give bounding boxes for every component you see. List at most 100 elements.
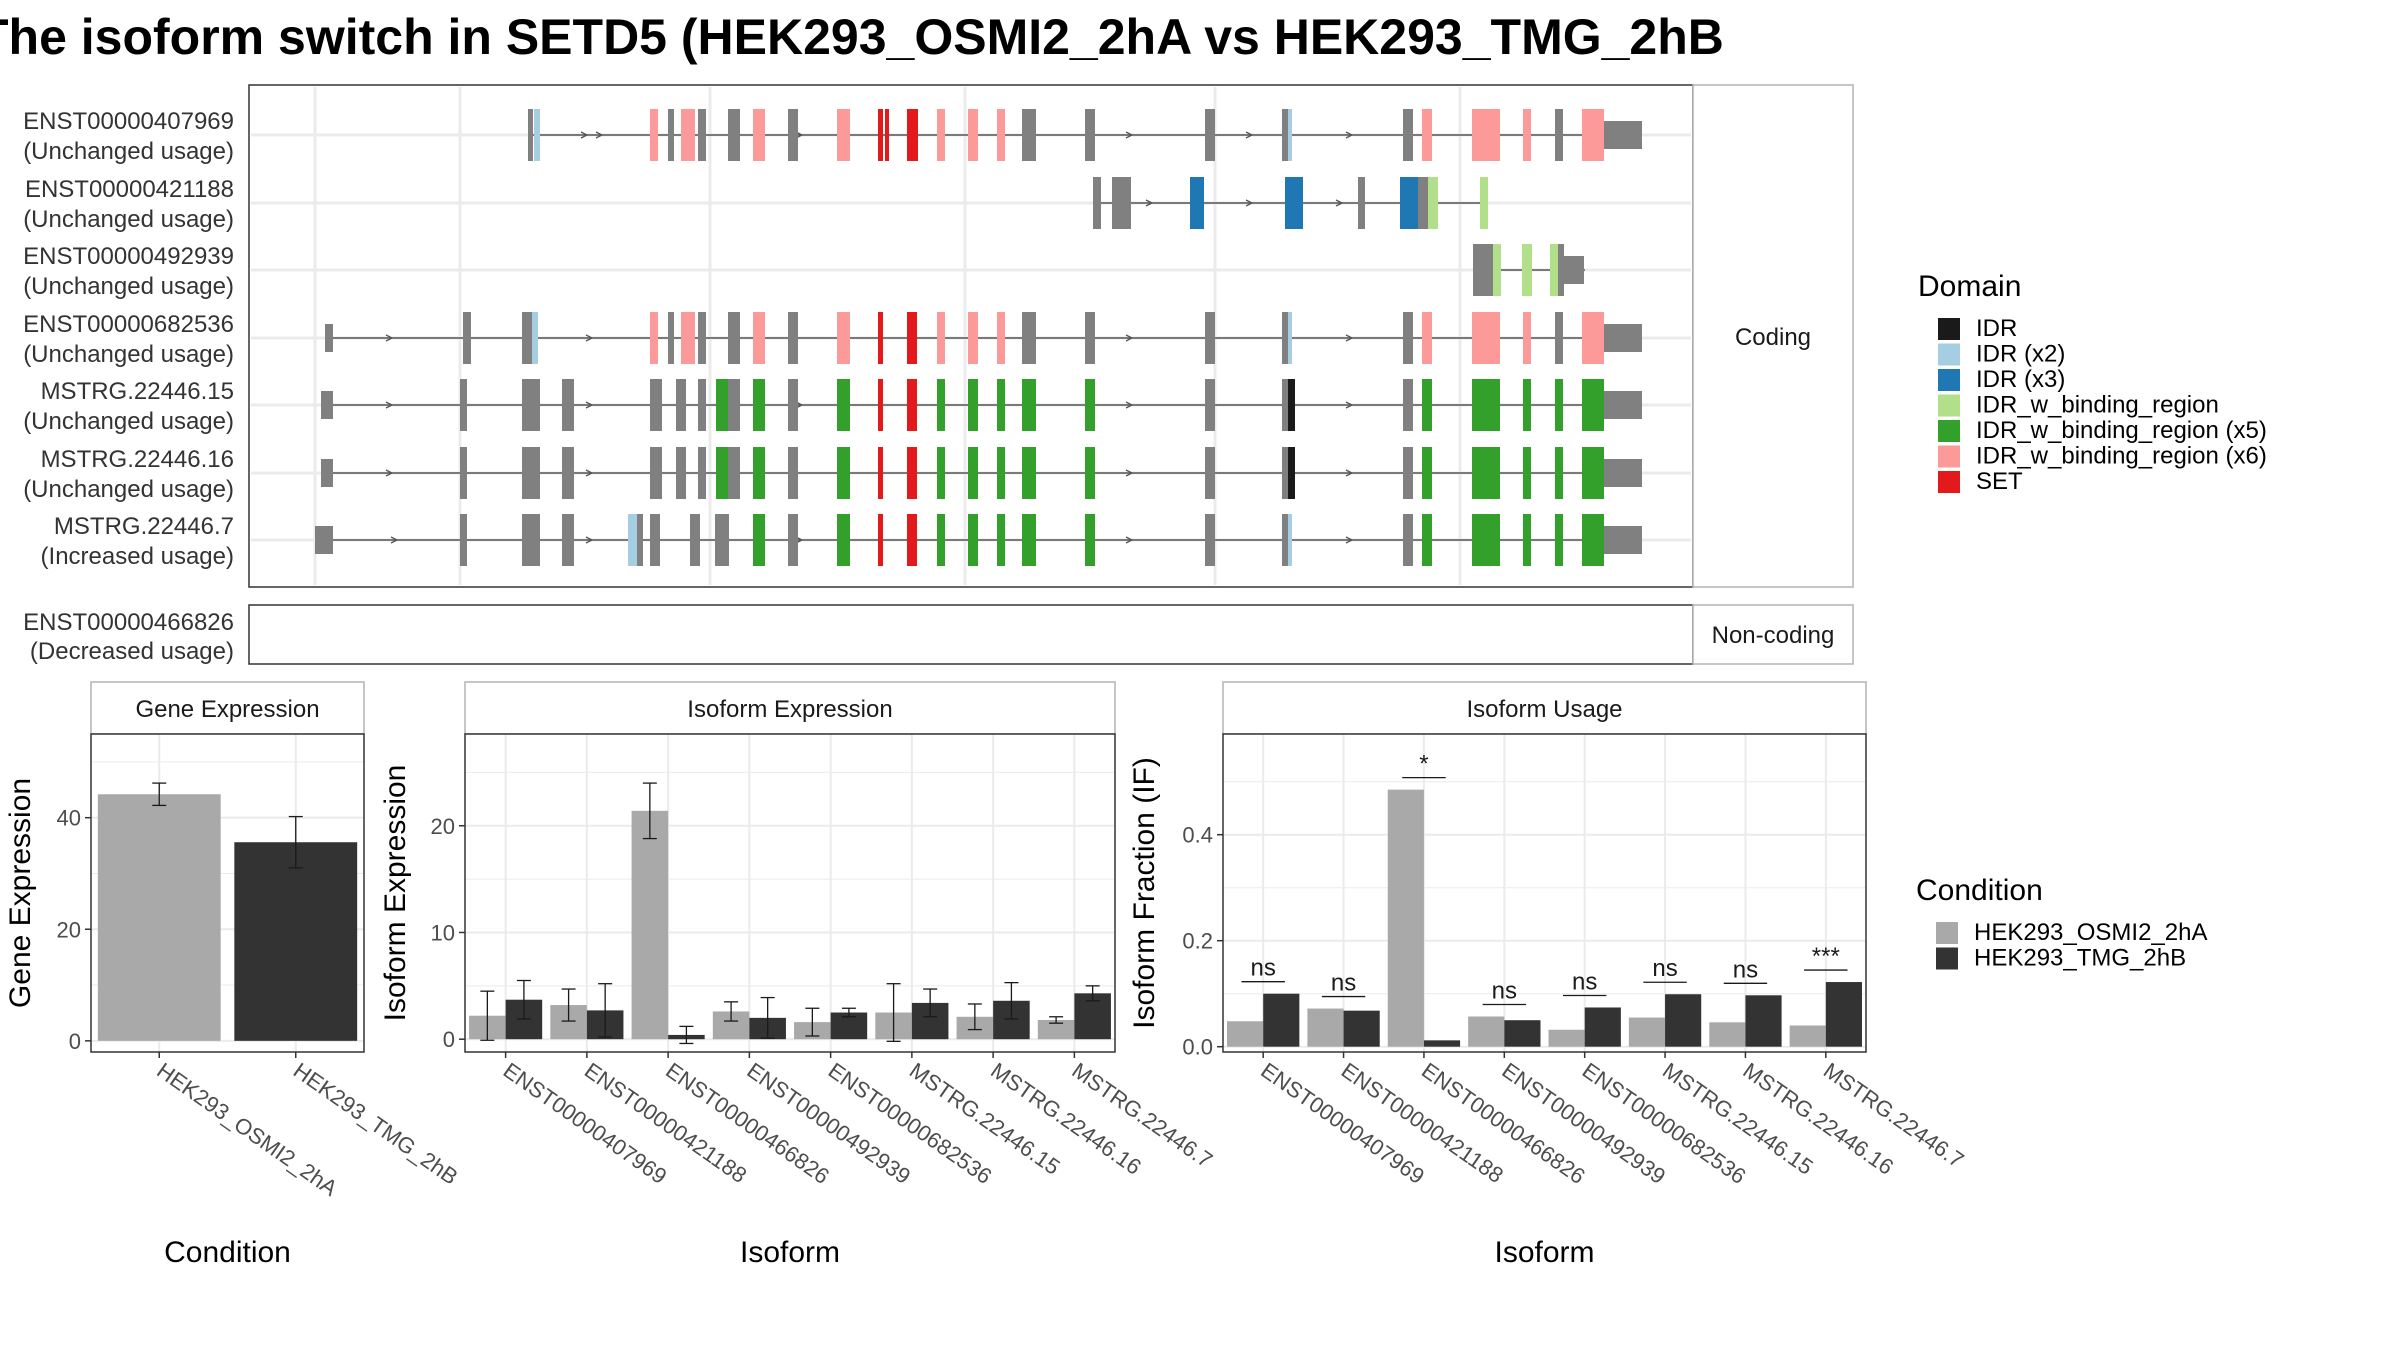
transcript-id-label: MSTRG.22446.7 <box>54 513 234 540</box>
domain-block <box>997 514 1005 566</box>
bar <box>1387 789 1424 1047</box>
coding-transcript-2-structure <box>1093 177 1488 229</box>
exon-block <box>522 379 540 431</box>
domain-block <box>1288 109 1292 161</box>
legend-label: HEK293_TMG_2hB <box>1974 945 2186 972</box>
domain-block <box>837 109 850 161</box>
exon-block <box>321 459 333 487</box>
legend-swatch <box>1936 922 1958 944</box>
domain-block <box>968 312 978 364</box>
transcript-usage-label: (Unchanged usage) <box>23 341 234 368</box>
panel-title: Isoform Expression <box>687 696 892 723</box>
domain-block <box>1408 109 1412 161</box>
exon-block <box>650 447 662 499</box>
exon-block <box>1473 244 1493 296</box>
domain-block <box>1480 177 1488 229</box>
domain-block <box>1582 109 1604 161</box>
transcript-usage-label: (Unchanged usage) <box>23 408 234 435</box>
legend-swatch <box>1938 445 1960 468</box>
domain-block <box>1493 244 1501 296</box>
bar <box>631 810 669 1040</box>
exon-block <box>460 379 467 431</box>
exon-block <box>1604 324 1642 352</box>
transcript-usage-label: (Unchanged usage) <box>23 206 234 233</box>
legend-label: IDR <box>1976 315 2017 342</box>
panel-title: Isoform Usage <box>1466 696 1622 723</box>
exon-block <box>668 109 674 161</box>
plot-area <box>465 734 1115 1052</box>
exon-block <box>1358 177 1365 229</box>
exon-block <box>1403 312 1413 364</box>
legend-label: IDR (x3) <box>1976 366 2065 393</box>
exon-block <box>325 324 333 352</box>
transcript-labels: ENST00000407969 (Unchanged usage) ENST0000… <box>23 108 234 665</box>
transcript-id-label: MSTRG.22446.16 <box>41 446 234 473</box>
legend-label: IDR_w_binding_region (x5) <box>1976 417 2267 444</box>
bar <box>1037 1019 1075 1040</box>
exon-block <box>1403 514 1413 566</box>
exon-block <box>1085 109 1095 161</box>
domain-block <box>907 312 917 364</box>
domain-block <box>937 514 945 566</box>
domain-block <box>628 514 637 566</box>
direction-arrow <box>1245 131 1254 139</box>
domain-block <box>1085 514 1095 566</box>
direction-arrow <box>385 469 394 477</box>
domain-block <box>937 109 945 161</box>
direction-arrow <box>1145 199 1154 207</box>
bar <box>1628 1017 1666 1047</box>
domain-block <box>1555 447 1563 499</box>
exon-block <box>522 514 540 566</box>
domain-block <box>1422 514 1432 566</box>
domain-block <box>681 312 695 364</box>
bar <box>1548 1029 1585 1047</box>
domain-block <box>532 312 538 364</box>
direction-arrow <box>1245 199 1254 207</box>
domain-block <box>1582 379 1604 431</box>
exon-block <box>1085 312 1095 364</box>
domain-block <box>1472 447 1500 499</box>
significance-label: *** <box>1812 943 1840 970</box>
transcript-usage-label: (Unchanged usage) <box>23 273 234 300</box>
figure-title: The isoform switch in SETD5 (HEK293_OSMI… <box>0 9 1724 65</box>
direction-arrow <box>1125 334 1134 342</box>
exon-block <box>1282 514 1292 566</box>
exon-block <box>1282 312 1292 364</box>
exon-block <box>1282 109 1292 161</box>
domain-block <box>1522 244 1532 296</box>
isoform-expression-chart: Isoform ExpressionENST00000407969ENST000… <box>379 681 1217 1269</box>
direction-arrow <box>585 536 594 544</box>
bar <box>1745 995 1782 1047</box>
domain-block <box>753 312 765 364</box>
direction-arrow <box>1335 199 1344 207</box>
y-tick-label: 0 <box>443 1027 455 1052</box>
domain-block <box>968 447 978 499</box>
domain-block <box>907 379 917 431</box>
coding-strip-box <box>1692 84 1854 588</box>
domain-block <box>1288 379 1295 431</box>
legend-swatch <box>1938 369 1960 391</box>
coding-transcript-1-structure <box>528 109 1642 161</box>
direction-arrow <box>1345 536 1354 544</box>
panel-title: Gene Expression <box>135 696 319 723</box>
domain-block <box>913 109 918 161</box>
domain-block <box>1523 109 1531 161</box>
y-axis-title: Isoform Expression <box>379 765 412 1022</box>
exon-block <box>522 312 532 364</box>
direction-arrow <box>385 401 394 409</box>
bar <box>1789 1025 1826 1047</box>
exon-block <box>676 379 686 431</box>
domain-block <box>1285 177 1303 229</box>
domain-block <box>716 447 730 499</box>
exon-block <box>1205 109 1215 161</box>
noncoding-strip-box <box>1692 604 1854 665</box>
domain-block <box>753 109 765 161</box>
domain-block <box>837 447 850 499</box>
exon-block <box>1604 526 1642 554</box>
legend-label: IDR (x2) <box>1976 341 2065 368</box>
domain-block <box>1085 379 1095 431</box>
bar <box>1709 1022 1746 1047</box>
exon-block <box>1418 177 1428 229</box>
y-axis-title: Gene Expression <box>4 778 37 1008</box>
